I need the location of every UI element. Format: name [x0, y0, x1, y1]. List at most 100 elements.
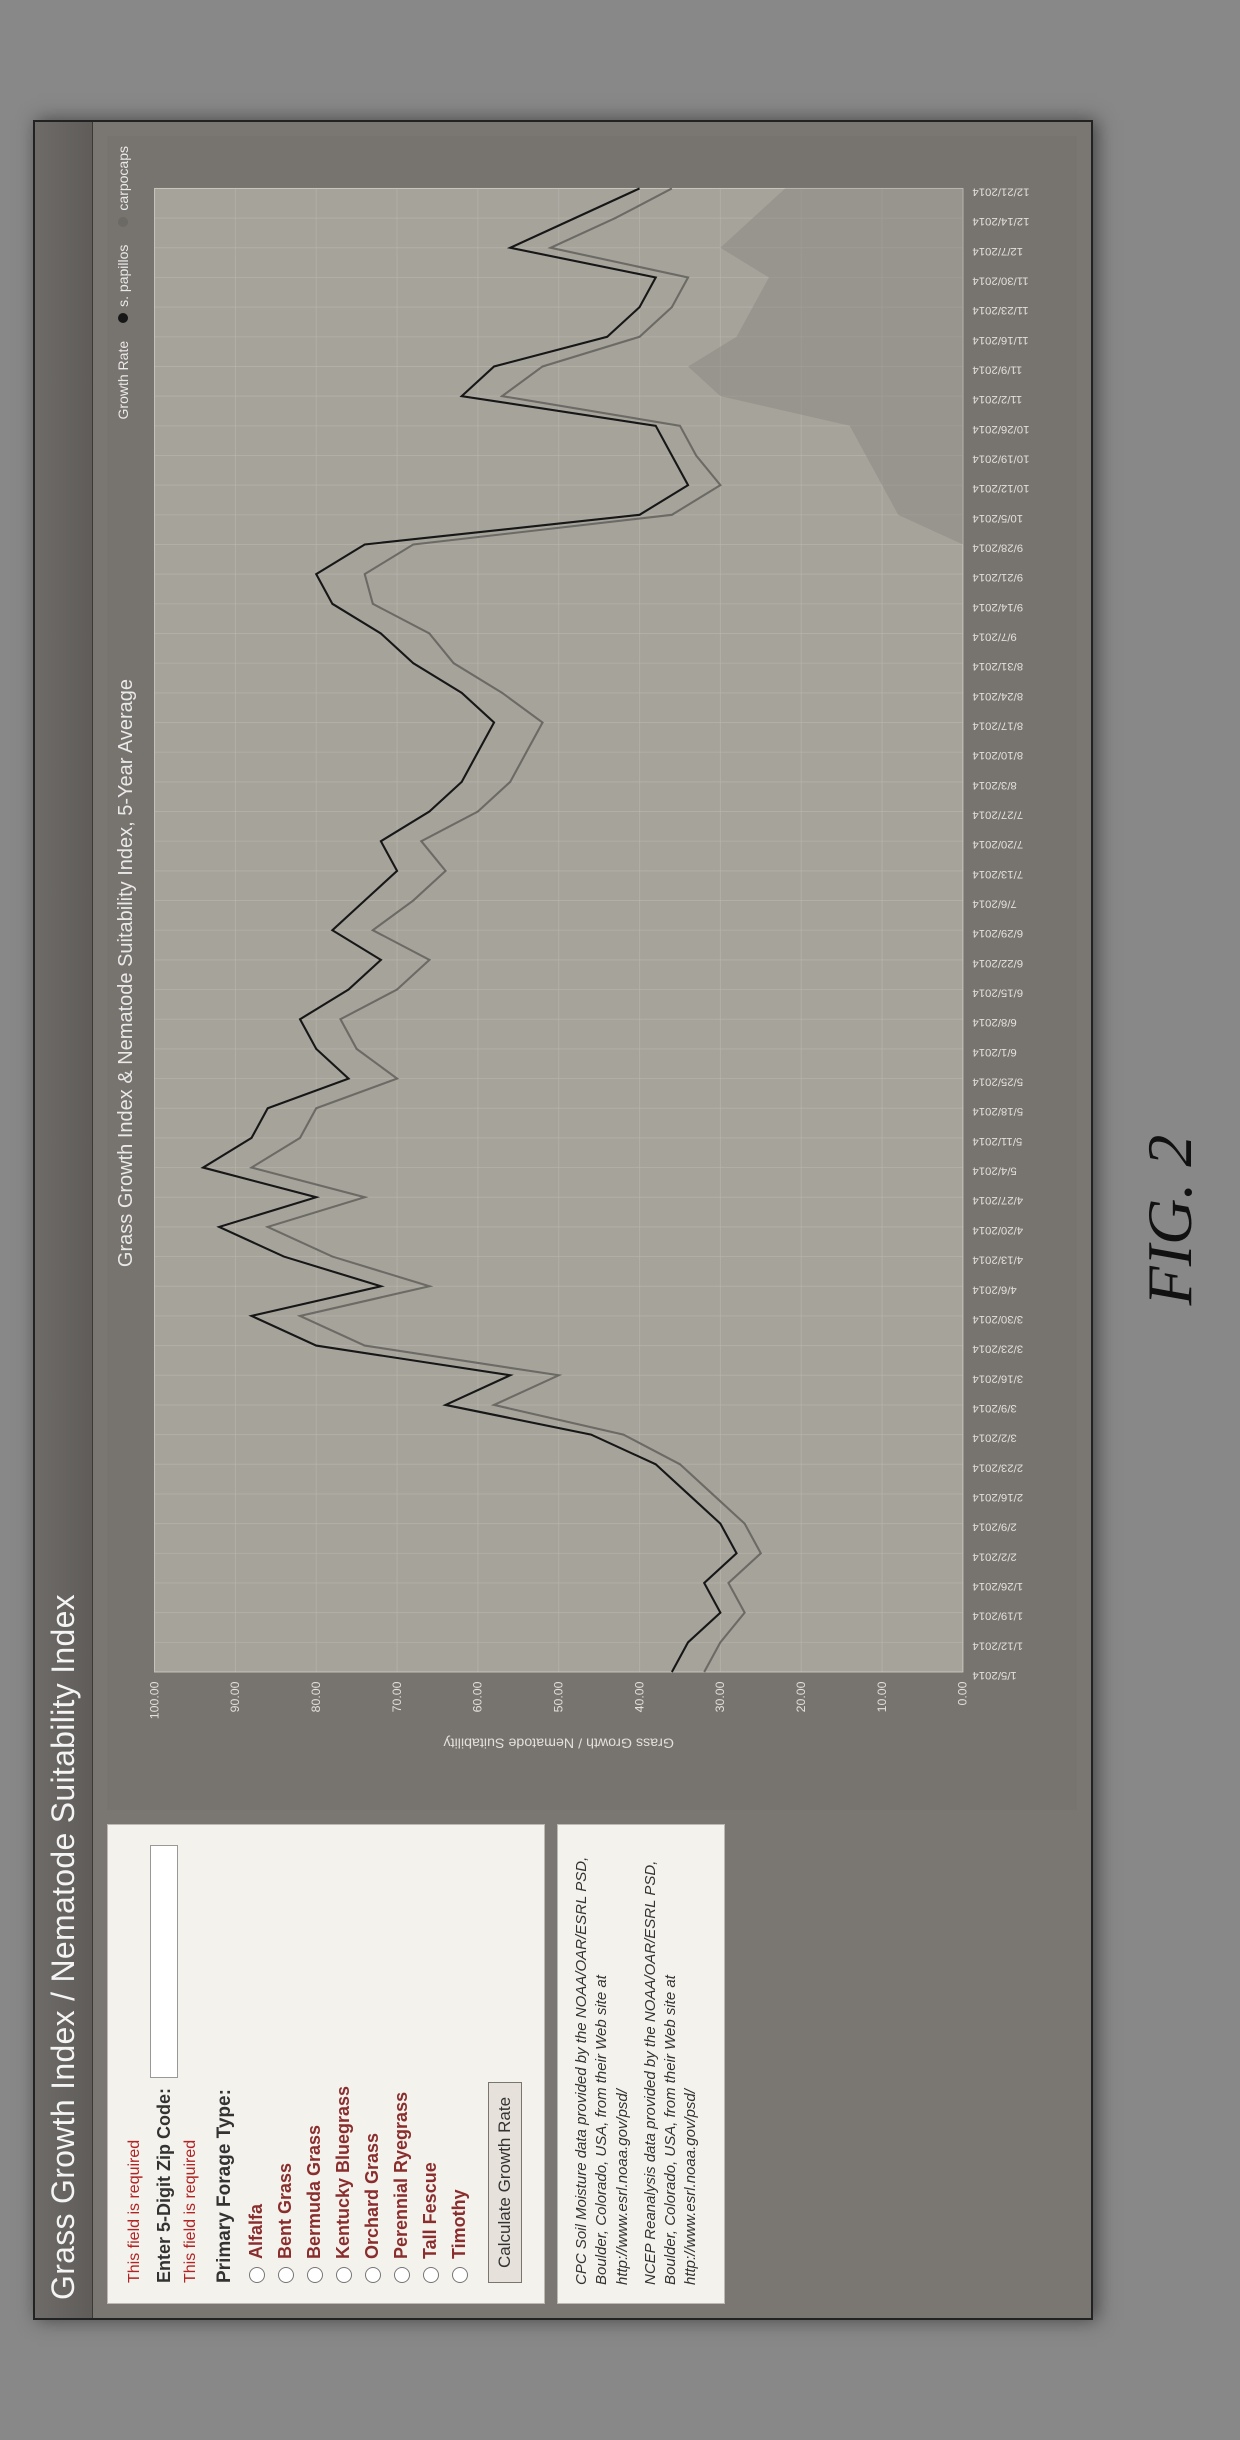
- forage-option[interactable]: Alfalfa: [246, 1845, 267, 2283]
- radio-input[interactable]: [307, 2267, 323, 2283]
- figure-caption: FIG. 2: [1133, 1135, 1207, 1306]
- forage-option[interactable]: Orchard Grass: [362, 1845, 383, 2283]
- svg-text:11/2/2014: 11/2/2014: [972, 393, 1023, 405]
- forage-option-label: Kentucky Bluegrass: [333, 2086, 354, 2259]
- svg-text:12/7/2014: 12/7/2014: [972, 245, 1023, 257]
- svg-text:20.00: 20.00: [794, 1681, 808, 1712]
- svg-text:5/4/2014: 5/4/2014: [972, 1165, 1017, 1177]
- svg-text:10.00: 10.00: [875, 1681, 889, 1712]
- forage-option[interactable]: Kentucky Bluegrass: [333, 1845, 354, 2283]
- svg-text:7/27/2014: 7/27/2014: [972, 809, 1023, 821]
- attribution-panel: CPC Soil Moisture data provided by the N…: [557, 1824, 725, 2304]
- svg-text:2/23/2014: 2/23/2014: [972, 1461, 1023, 1473]
- svg-text:11/23/2014: 11/23/2014: [972, 304, 1029, 316]
- svg-text:5/25/2014: 5/25/2014: [972, 1076, 1023, 1088]
- svg-text:12/14/2014: 12/14/2014: [972, 215, 1030, 227]
- svg-text:3/9/2014: 3/9/2014: [972, 1402, 1017, 1414]
- svg-text:4/6/2014: 4/6/2014: [972, 1283, 1017, 1295]
- radio-input[interactable]: [394, 2267, 410, 2283]
- window-title: Grass Growth Index / Nematode Suitabilit…: [35, 122, 93, 2318]
- svg-text:6/29/2014: 6/29/2014: [972, 927, 1023, 939]
- svg-text:8/31/2014: 8/31/2014: [972, 660, 1023, 672]
- svg-text:60.00: 60.00: [471, 1681, 485, 1712]
- radio-input[interactable]: [423, 2267, 439, 2283]
- radio-input[interactable]: [249, 2267, 265, 2283]
- radio-input[interactable]: [365, 2267, 381, 2283]
- svg-text:1/26/2014: 1/26/2014: [972, 1580, 1023, 1592]
- svg-text:6/8/2014: 6/8/2014: [972, 1016, 1017, 1028]
- forage-option-label: Bermuda Grass: [304, 2125, 325, 2259]
- svg-text:10/19/2014: 10/19/2014: [972, 452, 1030, 464]
- zip-input[interactable]: [150, 1845, 178, 2078]
- svg-text:8/24/2014: 8/24/2014: [972, 690, 1023, 702]
- svg-text:2/16/2014: 2/16/2014: [972, 1491, 1023, 1503]
- svg-text:3/16/2014: 3/16/2014: [972, 1372, 1023, 1384]
- svg-text:7/6/2014: 7/6/2014: [972, 898, 1017, 910]
- svg-text:12/21/2014: 12/21/2014: [972, 185, 1030, 197]
- sidebar: This field is required Enter 5-Digit Zip…: [107, 1824, 1077, 2304]
- svg-text:1/5/2014: 1/5/2014: [972, 1669, 1017, 1681]
- svg-text:8/10/2014: 8/10/2014: [972, 749, 1023, 761]
- svg-text:80.00: 80.00: [309, 1681, 323, 1712]
- svg-text:40.00: 40.00: [632, 1681, 646, 1712]
- svg-text:5/18/2014: 5/18/2014: [972, 1105, 1023, 1117]
- svg-text:11/16/2014: 11/16/2014: [972, 334, 1029, 346]
- svg-text:3/23/2014: 3/23/2014: [972, 1343, 1023, 1355]
- svg-text:1/19/2014: 1/19/2014: [972, 1610, 1023, 1622]
- error-text: This field is required: [126, 1845, 144, 2283]
- svg-text:8/3/2014: 8/3/2014: [972, 779, 1017, 791]
- svg-text:6/22/2014: 6/22/2014: [972, 957, 1023, 969]
- svg-text:3/2/2014: 3/2/2014: [972, 1432, 1017, 1444]
- chart-area: Grass Growth Index & Nematode Suitabilit…: [107, 136, 1077, 1810]
- error-text: This field is required: [182, 1845, 200, 2283]
- chart-svg: 0.0010.0020.0030.0040.0050.0060.0070.008…: [107, 136, 1077, 1810]
- svg-text:50.00: 50.00: [552, 1681, 566, 1712]
- svg-text:10/26/2014: 10/26/2014: [972, 423, 1030, 435]
- svg-text:90.00: 90.00: [228, 1681, 242, 1712]
- forage-option-label: Perennial Ryegrass: [391, 2092, 412, 2259]
- svg-text:7/13/2014: 7/13/2014: [972, 868, 1023, 880]
- svg-text:6/1/2014: 6/1/2014: [972, 1046, 1017, 1058]
- svg-text:11/30/2014: 11/30/2014: [972, 274, 1029, 286]
- attribution-text: NCEP Reanalysis data provided by the NOA…: [641, 1843, 702, 2285]
- svg-text:2/2/2014: 2/2/2014: [972, 1550, 1017, 1562]
- forage-option[interactable]: Bermuda Grass: [304, 1845, 325, 2283]
- svg-text:70.00: 70.00: [390, 1681, 404, 1712]
- svg-text:1/12/2014: 1/12/2014: [972, 1639, 1023, 1651]
- forage-option[interactable]: Bent Grass: [275, 1845, 296, 2283]
- svg-text:30.00: 30.00: [713, 1681, 727, 1712]
- forage-option[interactable]: Tall Fescue: [420, 1845, 441, 2283]
- svg-text:4/13/2014: 4/13/2014: [972, 1254, 1023, 1266]
- forage-option-label: Bent Grass: [275, 2163, 296, 2259]
- radio-input[interactable]: [452, 2267, 468, 2283]
- svg-text:Grass Growth / Nematode Suitab: Grass Growth / Nematode Suitability: [443, 1735, 674, 1751]
- svg-text:9/7/2014: 9/7/2014: [972, 631, 1017, 643]
- forage-option-label: Tall Fescue: [420, 2162, 441, 2259]
- svg-text:2/9/2014: 2/9/2014: [972, 1521, 1017, 1533]
- svg-text:11/9/2014: 11/9/2014: [972, 363, 1023, 375]
- svg-text:9/28/2014: 9/28/2014: [972, 541, 1023, 553]
- forage-label: Primary Forage Type:: [214, 1845, 236, 2283]
- svg-text:7/20/2014: 7/20/2014: [972, 838, 1023, 850]
- forage-option-label: Alfalfa: [246, 2204, 267, 2259]
- svg-text:100.00: 100.00: [147, 1681, 161, 1719]
- input-panel: This field is required Enter 5-Digit Zip…: [107, 1824, 545, 2304]
- svg-text:10/5/2014: 10/5/2014: [972, 512, 1023, 524]
- svg-text:9/21/2014: 9/21/2014: [972, 571, 1023, 583]
- attribution-text: CPC Soil Moisture data provided by the N…: [572, 1843, 633, 2285]
- radio-input[interactable]: [278, 2267, 294, 2283]
- svg-text:6/15/2014: 6/15/2014: [972, 987, 1023, 999]
- radio-input[interactable]: [336, 2267, 352, 2283]
- zip-label: Enter 5-Digit Zip Code:: [154, 2088, 175, 2283]
- svg-text:9/14/2014: 9/14/2014: [972, 601, 1023, 613]
- calculate-button[interactable]: Calculate Growth Rate: [488, 2082, 522, 2283]
- svg-text:3/30/2014: 3/30/2014: [972, 1313, 1023, 1325]
- svg-text:10/12/2014: 10/12/2014: [972, 482, 1030, 494]
- svg-text:4/27/2014: 4/27/2014: [972, 1194, 1023, 1206]
- svg-text:8/17/2014: 8/17/2014: [972, 720, 1023, 732]
- forage-option-label: Orchard Grass: [362, 2133, 383, 2259]
- forage-option[interactable]: Timothy: [449, 1845, 470, 2283]
- forage-option-label: Timothy: [449, 2189, 470, 2259]
- forage-option[interactable]: Perennial Ryegrass: [391, 1845, 412, 2283]
- svg-text:4/20/2014: 4/20/2014: [972, 1224, 1023, 1236]
